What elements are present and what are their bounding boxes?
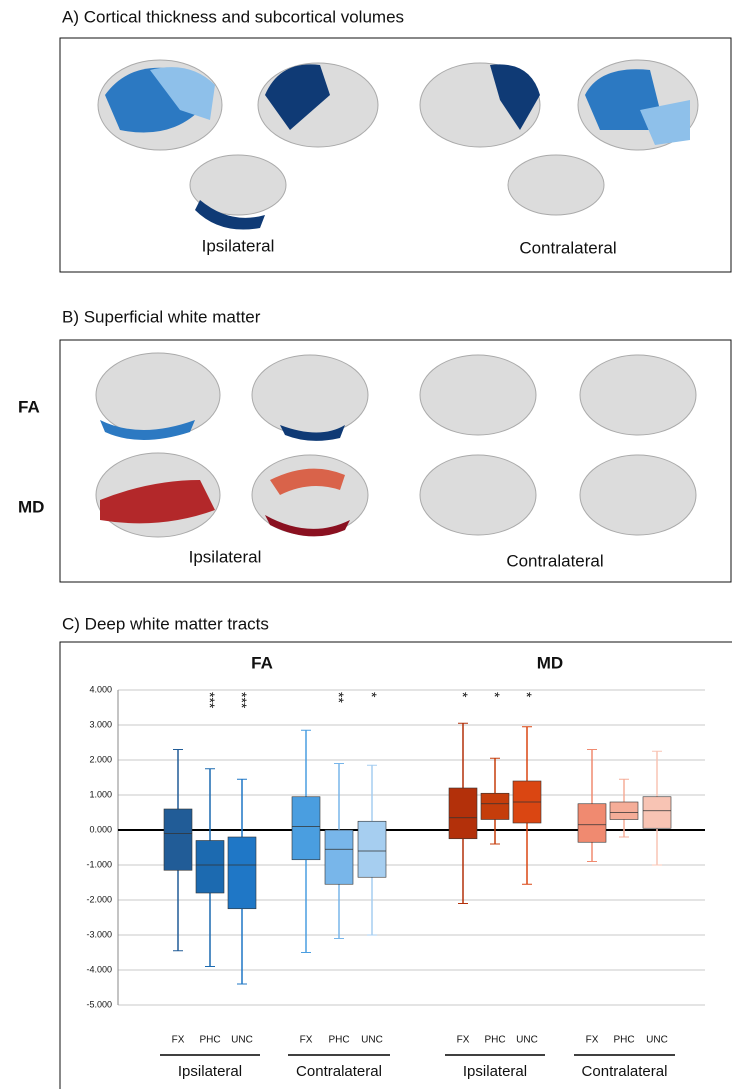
- y-tick-label: -3.000: [86, 929, 112, 939]
- x-tick-label: UNC: [361, 1035, 383, 1046]
- box: [325, 830, 353, 884]
- group-label: Contralateral: [582, 1063, 668, 1080]
- panel-b-label: Contralateral: [506, 551, 603, 570]
- panel-a-brains: [98, 60, 698, 230]
- x-tick-label: PHC: [199, 1035, 220, 1046]
- box: [481, 793, 509, 819]
- group-label: Ipsilateral: [178, 1063, 242, 1080]
- panel-a-label: Ipsilateral: [202, 236, 275, 255]
- box: [196, 841, 224, 894]
- row-label: MD: [18, 497, 44, 516]
- box: [449, 788, 477, 839]
- x-tick-label: FX: [300, 1035, 313, 1046]
- panel-a-title: A) Cortical thickness and subcortical vo…: [62, 7, 404, 26]
- x-tick-label: FX: [457, 1035, 470, 1046]
- group-label: Ipsilateral: [463, 1063, 527, 1080]
- x-tick-label: UNC: [646, 1035, 668, 1046]
- panel-b-title: B) Superficial white matter: [62, 307, 261, 326]
- panel-header: MD: [537, 653, 563, 672]
- y-tick-label: -1.000: [86, 859, 112, 869]
- x-tick-label: UNC: [516, 1035, 538, 1046]
- y-tick-label: -5.000: [86, 999, 112, 1009]
- box: [358, 821, 386, 877]
- box: [164, 809, 192, 870]
- y-tick-label: 2.000: [89, 754, 112, 764]
- significance: ***: [202, 692, 218, 709]
- significance: *: [519, 692, 535, 698]
- x-tick-label: PHC: [328, 1035, 349, 1046]
- panel-b-brains: [96, 353, 696, 537]
- x-tick-label: FX: [586, 1035, 599, 1046]
- significance: *: [455, 692, 471, 698]
- significance: ***: [234, 692, 250, 709]
- y-tick-label: 0.000: [89, 824, 112, 834]
- box: [292, 797, 320, 860]
- figure: A) Cortical thickness and subcortical vo…: [0, 0, 732, 1089]
- x-tick-label: PHC: [613, 1035, 634, 1046]
- x-tick-label: UNC: [231, 1035, 253, 1046]
- x-tick-label: PHC: [484, 1035, 505, 1046]
- y-tick-label: -4.000: [86, 964, 112, 974]
- panel-a-label: Contralateral: [519, 238, 616, 257]
- y-tick-label: 1.000: [89, 789, 112, 799]
- chart-title: C) Deep white matter tracts: [62, 614, 269, 633]
- significance: **: [331, 692, 347, 703]
- panel-b-label: Ipsilateral: [189, 547, 262, 566]
- y-tick-label: 3.000: [89, 719, 112, 729]
- box: [610, 802, 638, 820]
- y-tick-label: 4.000: [89, 684, 112, 694]
- box: [228, 837, 256, 909]
- group-label: Contralateral: [296, 1063, 382, 1080]
- significance: *: [487, 692, 503, 698]
- panel-header: FA: [251, 653, 273, 672]
- significance: *: [364, 692, 380, 698]
- y-tick-label: -2.000: [86, 894, 112, 904]
- row-label: FA: [18, 397, 40, 416]
- box: [578, 804, 606, 843]
- box: [643, 797, 671, 829]
- x-tick-label: FX: [172, 1035, 185, 1046]
